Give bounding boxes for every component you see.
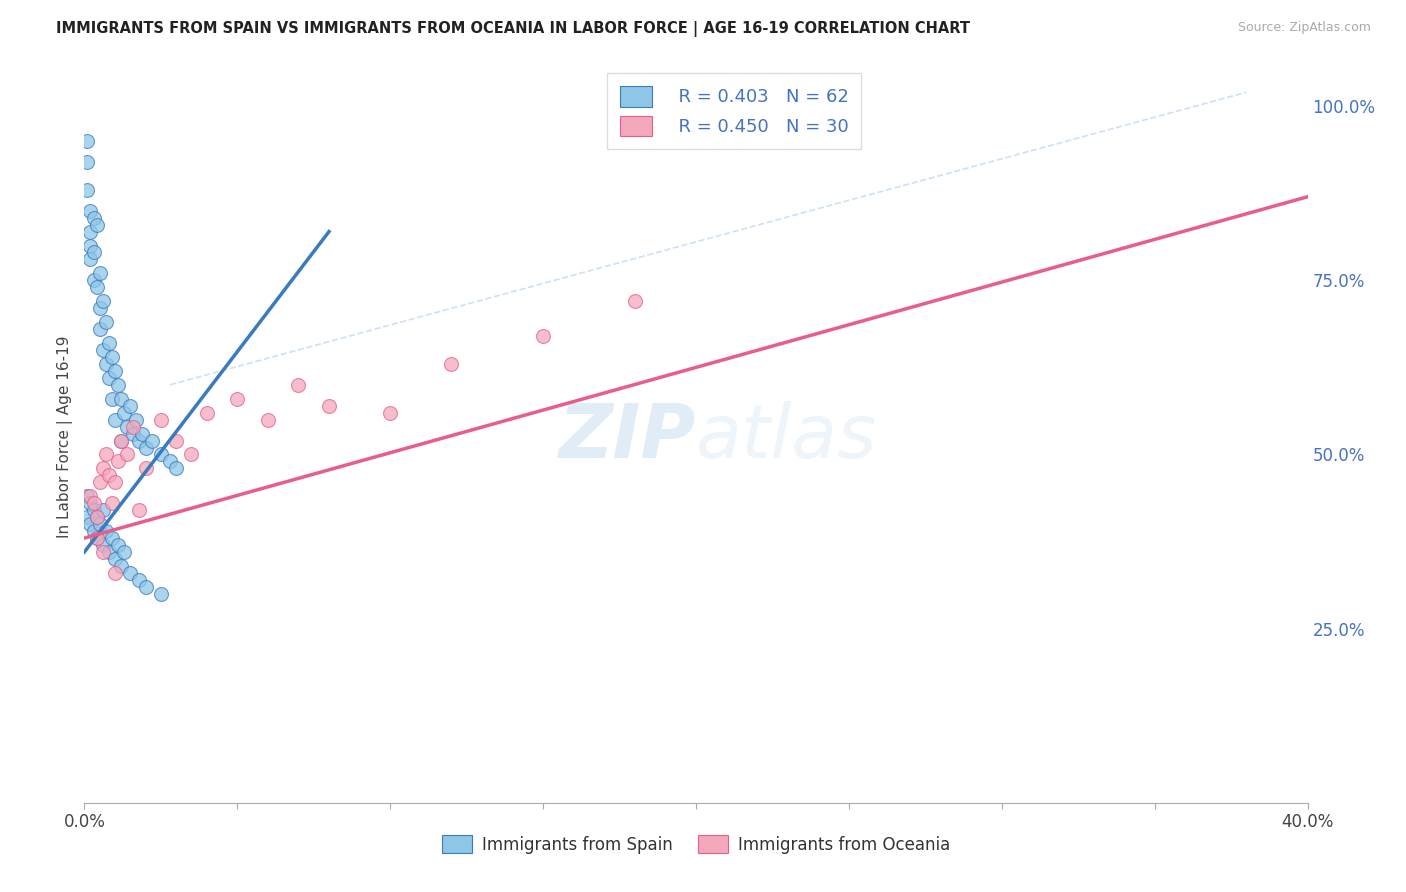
- Point: [131, 426, 153, 441]
- Point: [79, 225, 101, 239]
- Point: [89, 322, 111, 336]
- Point: [83, 524, 105, 538]
- Point: [83, 496, 105, 510]
- Point: [440, 357, 463, 371]
- Point: [76, 155, 98, 169]
- Point: [83, 245, 105, 260]
- Point: [110, 558, 132, 573]
- Point: [86, 280, 108, 294]
- Point: [149, 448, 172, 462]
- Point: [86, 510, 108, 524]
- Point: [380, 406, 402, 420]
- Point: [83, 211, 105, 225]
- Point: [110, 392, 132, 406]
- Point: [79, 489, 101, 503]
- Point: [110, 434, 132, 448]
- Text: ZIP: ZIP: [558, 401, 696, 474]
- Point: [79, 238, 101, 252]
- Point: [104, 475, 127, 490]
- Point: [104, 566, 127, 580]
- Point: [79, 517, 101, 532]
- Point: [94, 315, 117, 329]
- Point: [104, 364, 127, 378]
- Point: [91, 545, 114, 559]
- Point: [91, 538, 114, 552]
- Point: [128, 434, 150, 448]
- Point: [104, 412, 127, 426]
- Point: [76, 489, 98, 503]
- Point: [76, 510, 98, 524]
- Y-axis label: In Labor Force | Age 16-19: In Labor Force | Age 16-19: [58, 335, 73, 539]
- Point: [97, 468, 120, 483]
- Point: [318, 399, 340, 413]
- Point: [97, 545, 120, 559]
- Point: [120, 399, 142, 413]
- Point: [89, 517, 111, 532]
- Point: [91, 461, 114, 475]
- Point: [89, 301, 111, 316]
- Point: [107, 538, 129, 552]
- Text: IMMIGRANTS FROM SPAIN VS IMMIGRANTS FROM OCEANIA IN LABOR FORCE | AGE 16-19 CORR: IMMIGRANTS FROM SPAIN VS IMMIGRANTS FROM…: [56, 21, 970, 37]
- Point: [79, 252, 101, 267]
- Point: [94, 448, 117, 462]
- Point: [128, 573, 150, 587]
- Point: [89, 266, 111, 280]
- Point: [104, 552, 127, 566]
- Point: [115, 419, 138, 434]
- Point: [122, 419, 145, 434]
- Point: [180, 448, 202, 462]
- Point: [101, 496, 124, 510]
- Point: [107, 377, 129, 392]
- Point: [165, 461, 187, 475]
- Point: [76, 183, 98, 197]
- Point: [112, 545, 135, 559]
- Point: [86, 218, 108, 232]
- Text: atlas: atlas: [696, 401, 877, 473]
- Point: [128, 503, 150, 517]
- Point: [83, 273, 105, 287]
- Point: [125, 412, 148, 426]
- Point: [120, 566, 142, 580]
- Point: [91, 503, 114, 517]
- Point: [141, 434, 163, 448]
- Point: [79, 203, 101, 218]
- Point: [287, 377, 309, 392]
- Point: [122, 426, 145, 441]
- Point: [89, 475, 111, 490]
- Point: [101, 350, 124, 364]
- Point: [91, 343, 114, 357]
- Point: [195, 406, 218, 420]
- Point: [149, 412, 172, 426]
- Point: [107, 454, 129, 468]
- Point: [165, 434, 187, 448]
- Point: [97, 371, 120, 385]
- Point: [531, 329, 554, 343]
- Point: [135, 580, 157, 594]
- Point: [79, 496, 101, 510]
- Point: [101, 392, 124, 406]
- Point: [86, 531, 108, 545]
- Point: [94, 357, 117, 371]
- Point: [624, 294, 647, 309]
- Point: [149, 587, 172, 601]
- Point: [112, 406, 135, 420]
- Point: [83, 503, 105, 517]
- Point: [159, 454, 181, 468]
- Point: [115, 448, 138, 462]
- Point: [135, 461, 157, 475]
- Point: [226, 392, 249, 406]
- Point: [110, 434, 132, 448]
- Point: [76, 134, 98, 148]
- Text: Source: ZipAtlas.com: Source: ZipAtlas.com: [1237, 21, 1371, 35]
- Point: [86, 510, 108, 524]
- Point: [86, 531, 108, 545]
- Point: [91, 294, 114, 309]
- Point: [101, 531, 124, 545]
- Point: [135, 441, 157, 455]
- Point: [257, 412, 280, 426]
- Point: [97, 336, 120, 351]
- Point: [94, 524, 117, 538]
- Legend: Immigrants from Spain, Immigrants from Oceania: Immigrants from Spain, Immigrants from O…: [436, 829, 956, 860]
